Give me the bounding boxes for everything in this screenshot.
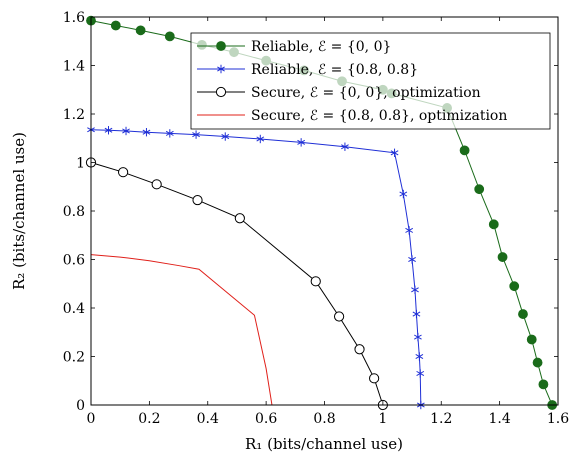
data-point bbox=[234, 213, 245, 224]
y-tick-label: 1.4 bbox=[63, 59, 85, 75]
data-point bbox=[192, 130, 200, 139]
data-point bbox=[118, 167, 129, 178]
data-point bbox=[459, 145, 470, 156]
data-point bbox=[192, 194, 203, 206]
data-point bbox=[333, 311, 345, 322]
y-tick-label: 0 bbox=[76, 398, 85, 414]
legend-box bbox=[190, 32, 551, 130]
y-axis-label: R₂ (bits/channel use) bbox=[10, 132, 28, 290]
x-tick-label: 1 bbox=[378, 411, 387, 427]
data-point bbox=[411, 285, 419, 295]
x-tick-label: 0.2 bbox=[138, 411, 160, 427]
x-tick-label: 0.8 bbox=[313, 411, 335, 427]
data-point bbox=[390, 148, 399, 157]
data-point bbox=[297, 138, 306, 147]
legend-label: Secure, ℰ = {0, 0}, optimization bbox=[251, 85, 481, 101]
x-tick-label: 1.2 bbox=[430, 411, 452, 427]
series-4 bbox=[90, 254, 273, 406]
x-tick-label: 1.4 bbox=[488, 411, 510, 427]
y-tick-label: 0.6 bbox=[63, 253, 85, 269]
ticks-layer: 0 0.2 0.4 0.6 0.8 1 1.2 1.4 1.6 0 0.2 0.4 0.6 0.8 1 1.2… bbox=[63, 10, 569, 427]
legend-label: Reliable, ℰ = {0, 0} bbox=[251, 39, 391, 55]
data-point bbox=[310, 276, 321, 287]
data-point bbox=[532, 357, 543, 368]
series-2 bbox=[87, 125, 425, 410]
data-point bbox=[414, 332, 422, 342]
legend-label: Reliable, ℰ = {0.8, 0.8} bbox=[251, 62, 418, 78]
y-tick-label: 1.2 bbox=[63, 107, 85, 123]
data-point bbox=[256, 134, 265, 144]
legend-swatch-marker bbox=[217, 64, 225, 74]
data-point bbox=[369, 373, 380, 384]
data-point bbox=[416, 369, 425, 378]
legend: Reliable, ℰ = {0, 0} Reliable, ℰ = {0.8, … bbox=[190, 32, 551, 130]
legend-swatch-marker bbox=[215, 86, 227, 98]
legend-swatch-marker bbox=[216, 41, 226, 51]
legend-label: Secure, ℰ = {0.8, 0.8}, optimization bbox=[251, 108, 507, 124]
data-point bbox=[415, 352, 424, 361]
data-point bbox=[509, 281, 520, 292]
y-tick-label: 0.4 bbox=[63, 301, 85, 317]
y-tick-label: 1 bbox=[76, 156, 85, 172]
x-tick-label: 0.4 bbox=[197, 411, 219, 427]
data-point bbox=[526, 334, 537, 345]
series-3 bbox=[85, 157, 388, 411]
data-point bbox=[405, 226, 414, 235]
data-point bbox=[518, 309, 528, 319]
series-line bbox=[90, 129, 422, 406]
legend-item-1: Reliable, ℰ = {0, 0} bbox=[197, 39, 391, 55]
y-tick-label: 0.8 bbox=[63, 204, 85, 220]
x-tick-label: 0 bbox=[87, 411, 96, 427]
series-line bbox=[90, 162, 384, 406]
data-point bbox=[341, 142, 349, 151]
data-point bbox=[142, 127, 151, 137]
data-point bbox=[110, 20, 121, 31]
data-point bbox=[408, 255, 416, 264]
y-tick-label: 0.2 bbox=[63, 350, 85, 366]
legend-item-3: Secure, ℰ = {0, 0}, optimization bbox=[197, 85, 481, 101]
legend-item-2: Reliable, ℰ = {0.8, 0.8} bbox=[197, 62, 418, 78]
data-point bbox=[474, 184, 485, 195]
data-point bbox=[151, 179, 162, 190]
x-tick-label: 1.6 bbox=[547, 411, 569, 427]
data-point bbox=[354, 344, 365, 355]
data-point bbox=[104, 126, 113, 135]
legend-item-4: Secure, ℰ = {0.8, 0.8}, optimization bbox=[197, 108, 507, 124]
y-tick-label: 1.6 bbox=[63, 10, 85, 26]
series-line bbox=[90, 254, 273, 406]
data-point bbox=[399, 189, 408, 199]
data-point bbox=[135, 25, 146, 36]
data-point bbox=[538, 379, 549, 390]
data-point bbox=[488, 219, 499, 230]
x-axis-label: R₁ (bits/channel use) bbox=[245, 435, 403, 453]
data-point bbox=[165, 129, 174, 138]
data-point bbox=[497, 252, 508, 262]
x-tick-label: 0.6 bbox=[255, 411, 277, 427]
data-point bbox=[221, 132, 230, 141]
data-point bbox=[412, 309, 421, 319]
data-point bbox=[164, 31, 175, 42]
data-point bbox=[122, 126, 130, 136]
